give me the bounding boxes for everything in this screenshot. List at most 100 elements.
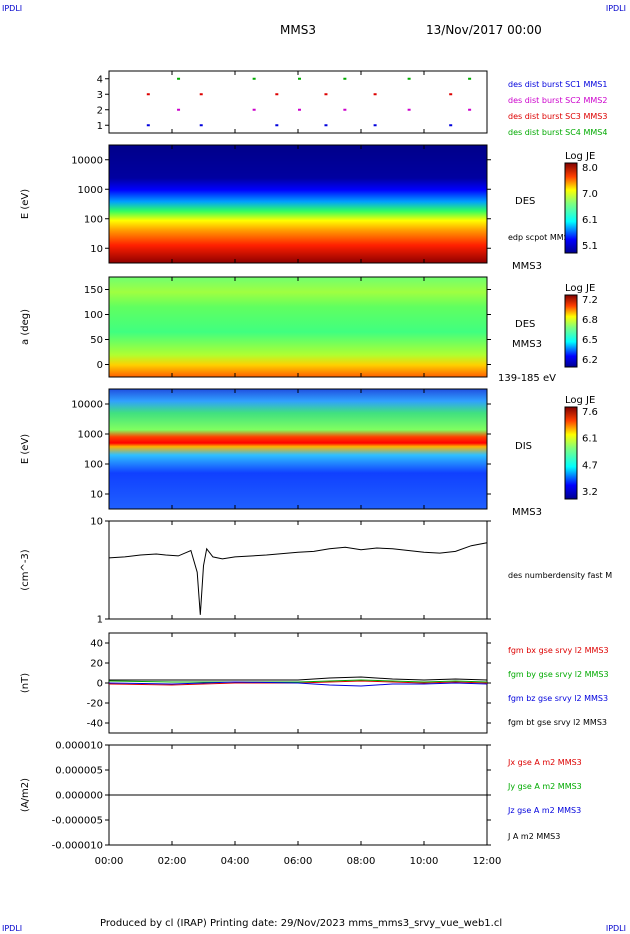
xaxis-time-label: 08:00 bbox=[347, 856, 376, 867]
des-energy-colorbar-tick: 5.1 bbox=[582, 241, 598, 252]
dis-energy-ytick-label: 1000 bbox=[78, 430, 103, 441]
xaxis-time-label: 10:00 bbox=[410, 856, 439, 867]
des-pitch-colorbar-tick: 6.2 bbox=[582, 355, 598, 366]
burst-flag-mark bbox=[199, 124, 203, 127]
des-pitch-ytick-label: 50 bbox=[90, 335, 103, 346]
dis-energy-side-label: DIS bbox=[515, 441, 532, 452]
density-ytick-label: 10 bbox=[90, 517, 103, 528]
burst-flag-mark bbox=[177, 108, 181, 111]
dis-energy-colorbar-tick: 7.6 bbox=[582, 407, 598, 418]
xaxis-time-label: 00:00 bbox=[95, 856, 124, 867]
des-energy-colorbar-tick: 8.0 bbox=[582, 163, 598, 174]
dis-energy-ytick-label: 10000 bbox=[71, 400, 103, 411]
burst-flag-mark bbox=[146, 93, 150, 96]
burst-flag-mark bbox=[407, 108, 411, 111]
bfield-legend-entry: fgm bx gse srvy l2 MMS3 bbox=[508, 646, 609, 655]
bfield-legend-entry: fgm bz gse srvy l2 MMS3 bbox=[508, 694, 608, 703]
bfield-legend-entry: fgm by gse srvy l2 MMS3 bbox=[508, 670, 609, 679]
burst-flag-mark bbox=[343, 77, 347, 80]
des-energy-ytick-label: 10 bbox=[90, 244, 103, 255]
dis-energy-colorbar-tick: 6.1 bbox=[582, 434, 598, 445]
des-energy-side-label: DES bbox=[515, 196, 535, 207]
burst-flag-mark bbox=[449, 93, 453, 96]
density-series-line bbox=[108, 542, 488, 615]
des-energy-side-label: edp scpot MMS3 bbox=[508, 233, 574, 242]
bfield-series-line bbox=[108, 681, 488, 687]
dis-energy-ytick-label: 100 bbox=[84, 460, 103, 471]
burst-ytick-label: 4 bbox=[97, 74, 103, 85]
bfield-ytick-label: 0 bbox=[97, 679, 103, 690]
bfield-series-line bbox=[108, 679, 488, 683]
des-pitch-side-label: 139-185 eV bbox=[498, 373, 556, 384]
xaxis-time-label: 12:00 bbox=[473, 856, 502, 867]
burst-legend-entry: des dist burst SC1 MMS1 bbox=[508, 80, 607, 89]
des-energy-ylabel: E (eV) bbox=[20, 189, 31, 219]
burst-flag-mark bbox=[373, 124, 377, 127]
burst-flag-mark bbox=[343, 108, 347, 111]
burst-flag-mark bbox=[449, 124, 453, 127]
des-energy-ytick-label: 1000 bbox=[78, 185, 103, 196]
bfield-series-line bbox=[109, 676, 488, 681]
footer-credit: Produced by cl (IRAP) Printing date: 29/… bbox=[100, 918, 503, 929]
burst-flag-mark bbox=[146, 124, 150, 127]
burst-flag-mark bbox=[275, 124, 279, 127]
des-pitch-colorbar-tick: 7.2 bbox=[582, 295, 598, 306]
corner-tag-top-right: IPDLI bbox=[605, 4, 626, 13]
burst-flag-mark bbox=[468, 108, 472, 111]
current-ylabel: (A/m2) bbox=[20, 778, 31, 812]
density-legend-entry: des numberdensity fast M bbox=[508, 571, 612, 580]
des-pitch-ylabel: a (deg) bbox=[20, 309, 31, 345]
des-pitch-ytick-label: 0 bbox=[97, 360, 103, 371]
bfield-ytick-label: 40 bbox=[90, 639, 103, 650]
des-energy-ytick-label: 100 bbox=[84, 214, 103, 225]
burst-ytick-label: 3 bbox=[97, 90, 103, 101]
xaxis-time-label: 04:00 bbox=[221, 856, 250, 867]
burst-legend-entry: des dist burst SC4 MMS4 bbox=[508, 128, 607, 137]
burst-legend-entry: des dist burst SC2 MMS2 bbox=[508, 96, 607, 105]
burst-ytick-label: 1 bbox=[97, 121, 103, 132]
burst-flag-mark bbox=[373, 93, 377, 96]
des-pitch-colorbar-tick: 6.8 bbox=[582, 315, 598, 326]
current-ytick-label: -0.000005 bbox=[52, 816, 103, 827]
xaxis-time-label: 02:00 bbox=[158, 856, 187, 867]
bfield-ytick-label: -40 bbox=[87, 719, 103, 730]
current-ytick-label: -0.000010 bbox=[52, 841, 103, 852]
dis-energy-colorbar-tick: 3.2 bbox=[582, 487, 598, 498]
burst-flag-mark bbox=[275, 93, 279, 96]
density-frame bbox=[108, 520, 488, 620]
burst-panel-frame bbox=[108, 70, 488, 134]
plot-title: MMS3 bbox=[280, 23, 316, 37]
corner-tag-bottom-right: IPDLI bbox=[605, 924, 626, 933]
density-ytick-label: 1 bbox=[97, 615, 103, 626]
current-legend-entry: Jz gse A m2 MMS3 bbox=[507, 806, 581, 815]
burst-ytick-label: 2 bbox=[97, 105, 103, 116]
burst-legend-entry: des dist burst SC3 MMS3 bbox=[508, 112, 607, 121]
burst-flag-mark bbox=[468, 77, 472, 80]
corner-tag-bottom-left: IPDLI bbox=[2, 924, 23, 933]
bfield-legend-entry: fgm bt gse srvy l2 MMS3 bbox=[508, 718, 607, 727]
des-pitch-side-label: MMS3 bbox=[512, 339, 542, 350]
current-ytick-label: 0.000005 bbox=[55, 766, 103, 777]
des-energy-colorbar-tick: 7.0 bbox=[582, 189, 598, 200]
current-legend-entry: J A m2 MMS3 bbox=[507, 832, 560, 841]
current-ytick-label: 0.000000 bbox=[55, 791, 103, 802]
dis-energy-colorbar-tick: 4.7 bbox=[582, 460, 598, 471]
des-pitch-colorbar-tick: 6.5 bbox=[582, 335, 598, 346]
dis-energy-colorbar-title: Log JE bbox=[565, 395, 595, 406]
bfield-ytick-label: 20 bbox=[90, 659, 103, 670]
density-ylabel: (cm^-3) bbox=[20, 549, 31, 590]
current-legend-entry: Jx gse A m2 MMS3 bbox=[507, 758, 582, 767]
bfield-series-line bbox=[108, 680, 488, 686]
des-pitch-colorbar bbox=[564, 294, 578, 368]
des-energy-side-label: MMS3 bbox=[512, 261, 542, 272]
current-ytick-label: 0.000010 bbox=[55, 741, 103, 752]
des-pitch-side-label: DES bbox=[515, 319, 535, 330]
bfield-ylabel: (nT) bbox=[20, 673, 31, 693]
dis-energy-colorbar bbox=[564, 406, 578, 500]
corner-tag-top-left: IPDLI bbox=[2, 4, 23, 13]
burst-flag-mark bbox=[298, 108, 301, 111]
dis-energy-ytick-label: 10 bbox=[90, 490, 103, 501]
burst-flag-mark bbox=[252, 77, 256, 80]
burst-flag-mark bbox=[199, 93, 203, 96]
